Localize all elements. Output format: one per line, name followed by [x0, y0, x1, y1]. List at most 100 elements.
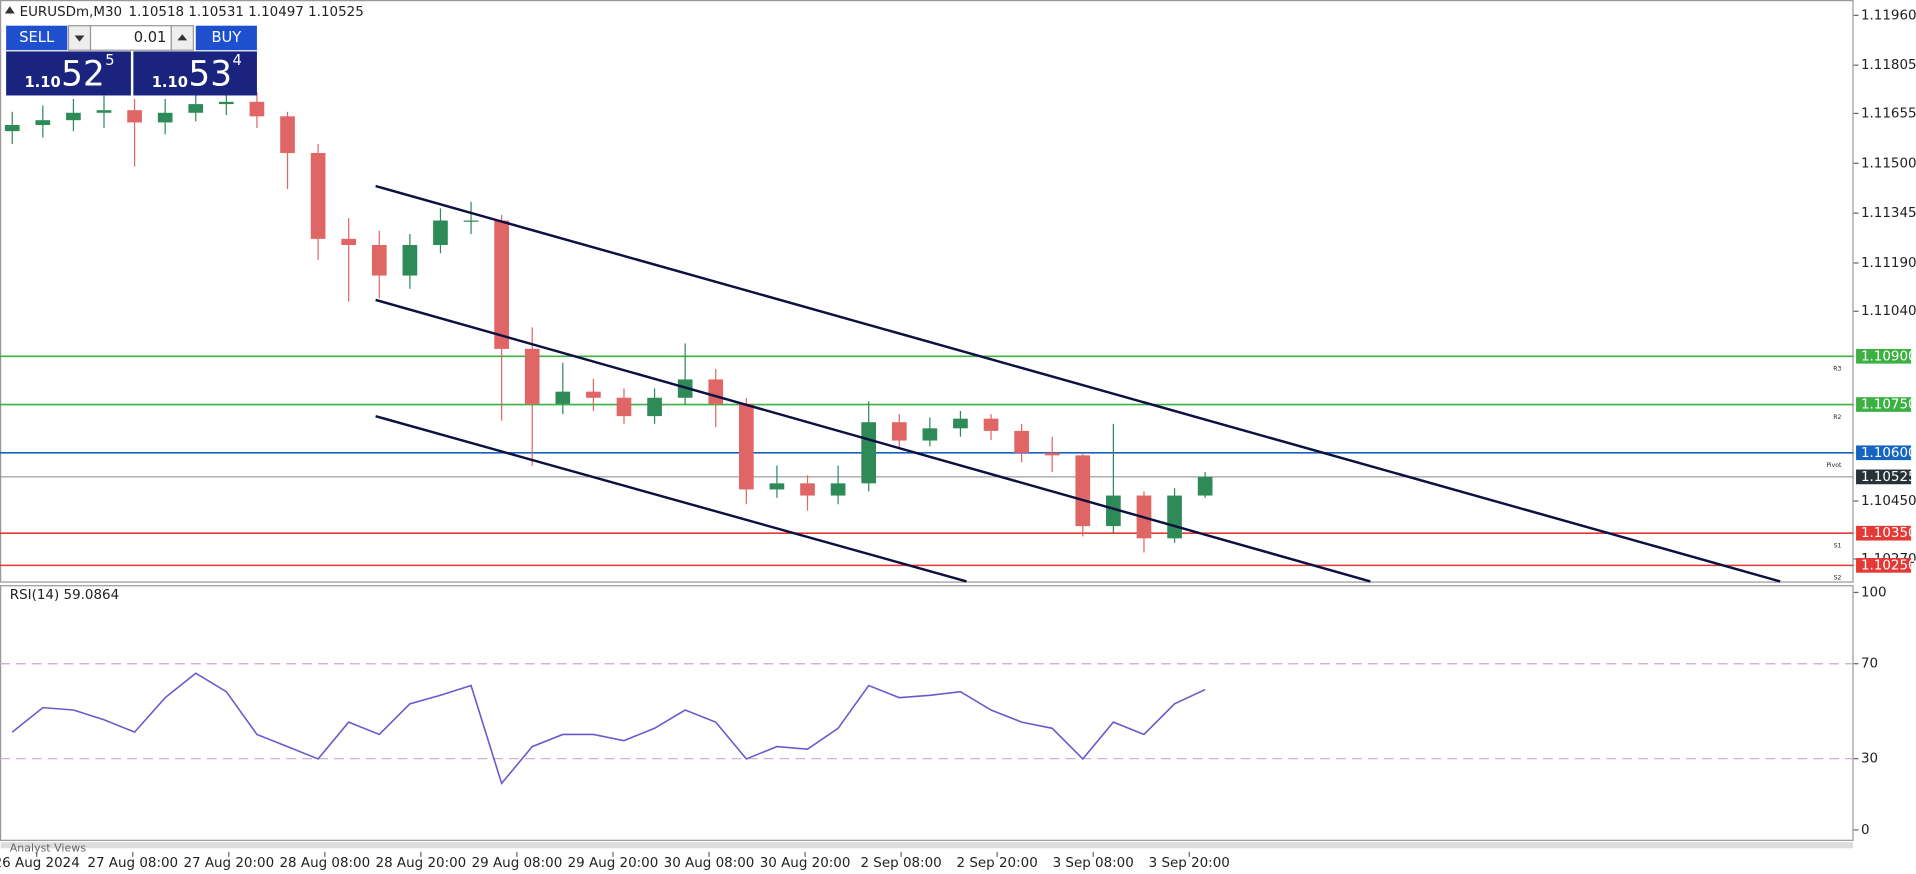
x-tick-label: 28 Aug 20:00 [376, 856, 467, 871]
level-box [1856, 348, 1912, 364]
level-name: R2 [1833, 414, 1841, 421]
x-tick-label: 2 Sep 20:00 [957, 856, 1038, 871]
current-price-label: 1.10525 [1861, 470, 1916, 485]
y-tick-label: 1.11500 [1861, 156, 1916, 171]
y-tick-label: 0 [1861, 823, 1870, 838]
candle-body [127, 110, 142, 123]
x-tick-label: 27 Aug 08:00 [87, 856, 178, 871]
x-tick-label: 28 Aug 08:00 [279, 856, 370, 871]
ask-point: 4 [232, 52, 241, 69]
candle-body [555, 391, 571, 404]
bid-point: 5 [105, 52, 114, 69]
y-tick-label: 100 [1861, 585, 1887, 600]
candle-body [1075, 455, 1091, 527]
candle-body [1014, 430, 1029, 453]
candle-body [1044, 452, 1060, 456]
footer-label: Analyst Views [10, 841, 86, 854]
candle-body [188, 104, 204, 113]
candle-body [861, 422, 877, 484]
candle-body [769, 483, 785, 490]
y-tick-label: 1.11805 [1861, 58, 1916, 73]
candle-body [157, 112, 173, 123]
level-label: 1.10750 [1861, 398, 1916, 413]
candle-body [310, 152, 326, 239]
x-tick-label: 30 Aug 08:00 [664, 856, 755, 871]
ohlc: 1.10518 1.10531 1.10497 1.10525 [128, 5, 363, 20]
candle-body [371, 244, 387, 276]
candle-body [249, 101, 265, 117]
y-tick-label: 1.11960 [1861, 8, 1916, 23]
candle-body [891, 422, 907, 441]
candle-body [433, 220, 448, 245]
candle-body [494, 220, 509, 349]
buy-label: BUY [211, 29, 241, 46]
level-box [1856, 397, 1912, 412]
candle-body [4, 125, 20, 132]
level-name: S1 [1834, 542, 1842, 549]
candle-body [1106, 495, 1121, 527]
candle-body [35, 120, 51, 126]
x-tick-label: 3 Sep 20:00 [1149, 856, 1230, 871]
trendline [375, 298, 1371, 583]
main-pane [0, 0, 1854, 583]
rsi-pane [0, 585, 1854, 841]
trade-panel: SELL 0.01 BUY 1.10 52 5 1.10 53 4 [6, 25, 257, 96]
bid-big: 1.10 [24, 74, 60, 91]
candle-body [953, 418, 968, 429]
y-tick-label: 1.11040 [1861, 304, 1916, 319]
x-tick-label: 26 Aug 2024 [0, 856, 80, 871]
level-box [1856, 558, 1912, 573]
trendline [375, 415, 967, 583]
level-label: 1.10250 [1861, 558, 1916, 573]
x-tick-label: 2 Sep 08:00 [860, 856, 941, 871]
bid-box[interactable] [6, 51, 131, 96]
menu-icon [4, 6, 15, 14]
y-tick-label: 30 [1861, 752, 1878, 767]
x-tick-label: 29 Aug 20:00 [568, 856, 659, 871]
candle-body [708, 379, 724, 404]
ask-pips: 53 [188, 54, 232, 94]
rsi-title: RSI(14) 59.0864 [10, 588, 119, 603]
candle-body [1197, 476, 1213, 496]
arrow-down [74, 35, 85, 42]
candle-body [280, 116, 295, 153]
candle-body [402, 244, 418, 276]
x-tick-label: 27 Aug 20:00 [183, 856, 274, 871]
footer-bar [0, 842, 1853, 849]
symbol-title: EURUSDm,M30 [20, 5, 123, 20]
ask-box[interactable] [133, 51, 257, 96]
labels: 1.11960 1.11805 1.11655 1.11500 1.11345 1.111… [0, 8, 1916, 871]
level-name: Pivot [1826, 462, 1842, 469]
candle-body [96, 110, 112, 113]
level-box [1856, 525, 1912, 541]
candle-body [66, 112, 81, 121]
candle-body [800, 483, 815, 496]
level-label: 1.10900 [1861, 349, 1916, 364]
current-price-box [1856, 469, 1912, 485]
marks [0, 82, 1854, 786]
volume-field[interactable] [89, 25, 172, 51]
y-tick-label: 1.11190 [1861, 256, 1916, 271]
level-label: 1.10600 [1861, 446, 1916, 461]
candle-body [586, 391, 601, 398]
arrow-up [177, 34, 188, 41]
y-tick-label: 70 [1861, 657, 1878, 672]
bid-pips: 52 [61, 54, 105, 94]
sell-label: SELL [19, 29, 55, 46]
candle-body [738, 403, 754, 490]
x-tick-label: 30 Aug 20:00 [760, 856, 851, 871]
sell-button[interactable] [6, 25, 68, 51]
candle-body [647, 397, 662, 417]
candle-body [219, 101, 234, 105]
level-box [1856, 445, 1912, 461]
candle-body [524, 348, 540, 404]
y-tick-label: 1.11345 [1861, 206, 1916, 221]
trendline [375, 184, 1781, 583]
candle-body [616, 397, 632, 417]
buy-button[interactable] [195, 25, 257, 51]
x-tick-label: 3 Sep 08:00 [1053, 856, 1134, 871]
level-label: 1.10350 [1861, 526, 1916, 541]
candle-body [1167, 495, 1182, 539]
